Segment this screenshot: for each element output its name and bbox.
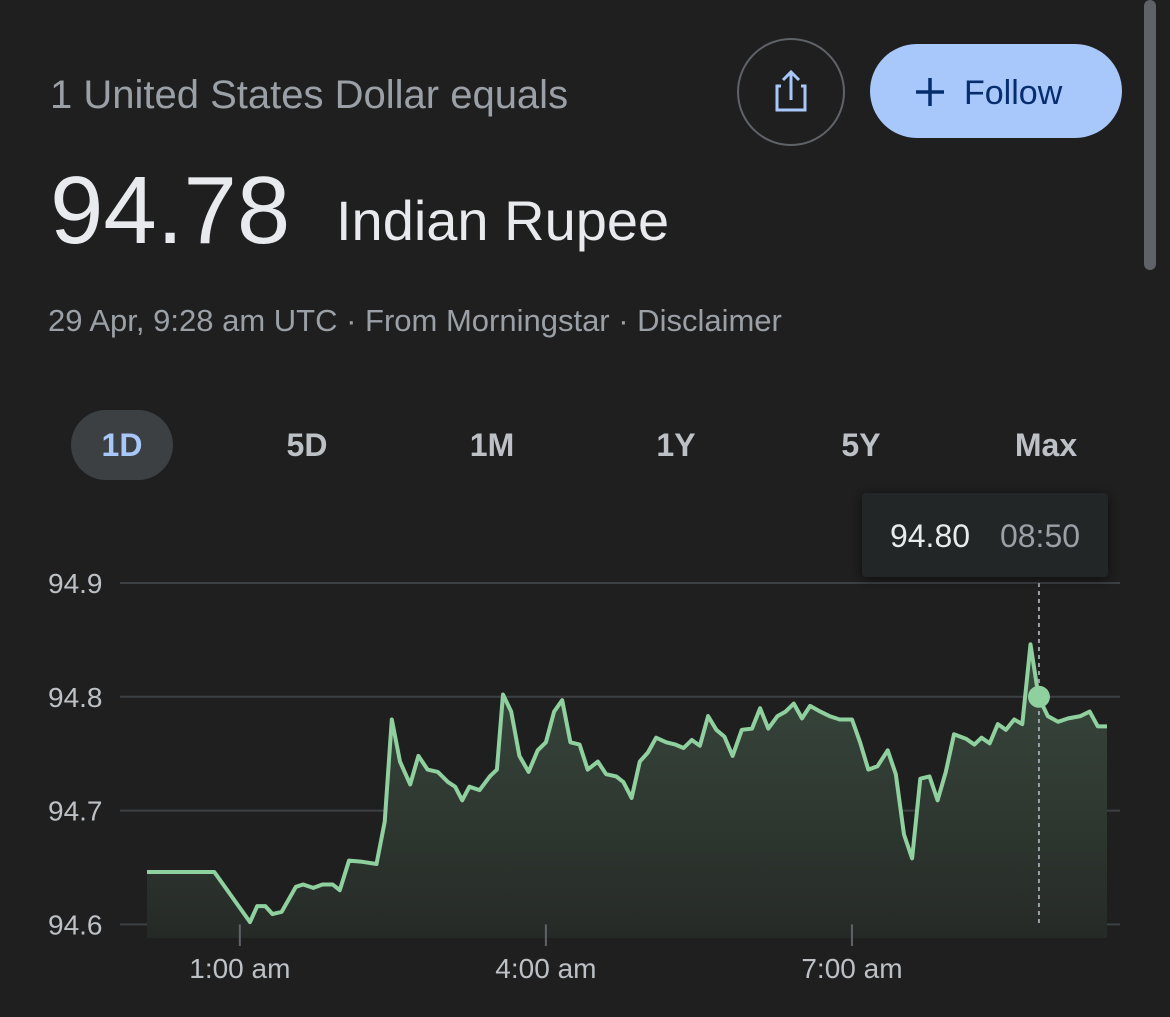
tooltip-box [862,493,1108,577]
tooltip-value: 94.80 [890,518,970,554]
range-tab[interactable]: 1D [102,427,143,463]
y-tick-label: 94.9 [48,568,103,599]
tooltip-time: 08:50 [1000,518,1080,554]
hover-dot [1027,685,1050,708]
line [147,642,1107,925]
x-tick-label: 1:00 am [189,953,290,984]
follow-button[interactable]: Follow [870,44,1122,138]
share-button[interactable] [737,38,845,146]
follow-label: Follow [964,74,1063,112]
y-tick-label: 94.6 [48,909,103,940]
intro-text: 1 United States Dollar equals [50,73,568,117]
range-tabs: 1D 5D 1M 1Y 5Y Max [71,410,1077,480]
y-tick-label: 94.7 [48,796,103,827]
currency: Indian Rupee [336,189,669,252]
range-tab[interactable]: 5Y [841,427,880,463]
x-tick-label: 4:00 am [495,953,596,984]
range-tab[interactable]: 1Y [656,427,695,463]
meta: 29 Apr, 9:28 am UTC · From Morningstar ·… [48,303,782,338]
chart: 94.6 94.7 94.8 94.9 1:00 am 4:00 am 7:00 am 94.… [48,493,1120,984]
y-tick-label: 94.8 [48,682,103,713]
selected-tab-bg [71,410,173,480]
range-tab[interactable]: Max [1015,427,1077,463]
scrollbar[interactable] [1144,0,1156,270]
range-tab[interactable]: 1M [470,427,514,463]
rate: 94.78 [50,157,290,264]
range-tab[interactable]: 5D [287,427,328,463]
x-tick-label: 7:00 am [801,953,902,984]
